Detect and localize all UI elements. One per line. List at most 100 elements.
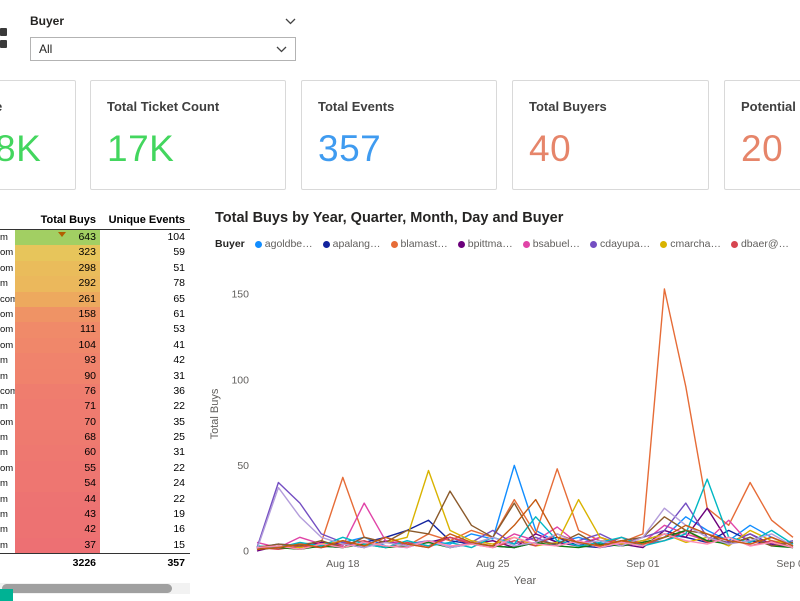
svg-text:Sep 08: Sep 08 [776, 558, 800, 570]
buyer-name-fragment: m [0, 232, 8, 243]
unique-events-cell: 61 [173, 307, 185, 320]
legend-dot-icon [590, 240, 597, 248]
kpi-value: 357 [318, 128, 382, 169]
table-row[interactable]: m 44 22 [0, 491, 190, 508]
total-buys-column-header[interactable]: Total Buys [40, 214, 96, 226]
legend-dot-icon [254, 240, 262, 248]
legend-item[interactable]: blamast… [390, 238, 448, 250]
sort-descending-icon [58, 232, 66, 237]
total-buys-cell: 158 [15, 306, 100, 323]
svg-text:Year: Year [514, 575, 537, 587]
kpi-card-total-buyers: Total Buyers 40 [512, 80, 709, 190]
table-row[interactable]: m 42 16 [0, 522, 190, 538]
buyer-name-fragment: om [0, 462, 14, 474]
kpi-title: Total Events [318, 99, 395, 114]
legend-item[interactable]: cmarcha… [660, 238, 721, 250]
total-buys-cell: 55 [15, 460, 100, 477]
chart-title: Total Buys by Year, Quarter, Month, Day … [215, 210, 564, 226]
table-row[interactable]: m 43 19 [0, 507, 190, 523]
total-buys-cell: 104 [15, 337, 100, 354]
svg-text:Aug 25: Aug 25 [476, 558, 509, 570]
buyer-dropdown-value: All [39, 42, 53, 56]
kpi-value: 8K [0, 128, 42, 169]
total-buys-cell: 54 [15, 476, 100, 492]
buyer-dropdown[interactable]: All [30, 37, 296, 61]
kpi-card-potential: Potential 20 [724, 80, 800, 190]
total-buys-cell: 42 [15, 522, 100, 538]
table-row[interactable]: m 54 24 [0, 476, 190, 492]
table-row[interactable]: m 90 31 [0, 368, 190, 384]
line-chart: 0 50 100 150 Aug 18 Aug 25 Sep 01 Sep 08 Year Tot… [209, 288, 800, 587]
buyer-slicer-header: Buyer [30, 14, 296, 28]
table-row[interactable]: com 261 65 [0, 291, 190, 307]
kpi-title: Total Ticket Count [107, 99, 220, 114]
legend-item[interactable]: bsabuel… [522, 238, 580, 250]
table-row[interactable]: m 71 22 [0, 399, 190, 415]
unique-events-cell: 41 [173, 338, 185, 351]
unique-events-cell: 65 [173, 292, 185, 305]
buyer-name-fragment: om [0, 262, 14, 274]
buyer-name-fragment: m [0, 478, 8, 490]
buyer-name-fragment: com [0, 385, 15, 397]
horizontal-scrollbar-thumb[interactable] [2, 584, 172, 593]
legend-dot-icon [322, 240, 330, 248]
total-buys-cell: 93 [15, 353, 100, 369]
unique-events-cell: 19 [173, 508, 185, 521]
chevron-down-icon[interactable] [276, 46, 287, 53]
legend-dot-icon [730, 240, 738, 248]
table-row[interactable]: om 70 35 [0, 414, 190, 431]
table-row[interactable]: m 93 42 [0, 353, 190, 369]
buyer-name-fragment: om [0, 308, 14, 320]
legend-item[interactable]: agoldbe… [254, 238, 313, 250]
buyer-name-fragment: com [0, 293, 15, 305]
table-row[interactable]: om 111 53 [0, 322, 190, 338]
kpi-title: Potential [741, 99, 796, 114]
table-row[interactable]: m 60 31 [0, 445, 190, 461]
table-row[interactable]: om 158 61 [0, 306, 190, 323]
buyer-name-fragment: om [0, 324, 14, 336]
table-row[interactable]: com 76 36 [0, 383, 190, 400]
unique-events-cell: 31 [173, 369, 185, 382]
table-row[interactable]: om 298 51 [0, 260, 190, 277]
total-buys-cell: 298 [15, 260, 100, 277]
buyer-name-fragment: m [0, 432, 8, 444]
legend-item[interactable]: dbaer@… [730, 238, 789, 250]
unique-events-cell: 51 [173, 261, 185, 274]
unique-events-cell: 22 [173, 400, 185, 413]
svg-text:100: 100 [231, 374, 249, 386]
kpi-value: 20 [741, 128, 784, 169]
unique-events-cell: 24 [173, 477, 185, 490]
table-header-row: Total Buys Unique Events [0, 205, 190, 230]
kpi-card-total-events: Total Events 357 [301, 80, 497, 190]
chevron-down-icon[interactable] [285, 18, 296, 25]
unique-events-cell: 22 [173, 461, 185, 474]
total-buys-cell: 261 [15, 291, 100, 307]
buyer-slicer: Buyer All [30, 14, 296, 61]
legend-item[interactable]: apalang… [322, 238, 381, 250]
table-row[interactable]: m 292 78 [0, 276, 190, 292]
total-buys-cell: 60 [15, 445, 100, 461]
legend-item[interactable]: bpittma… [457, 238, 513, 250]
table-row[interactable]: m 643 104 [0, 230, 190, 246]
buyer-name-fragment: om [0, 339, 14, 351]
unique-events-cell: 42 [173, 354, 185, 367]
table-row[interactable]: om 323 59 [0, 245, 190, 261]
total-buys-cell: 643 [15, 230, 100, 246]
legend-item[interactable]: cdayupa… [590, 238, 650, 250]
total-buys-cell: 37 [15, 537, 100, 554]
total-buys-cell: 90 [15, 368, 100, 384]
svg-text:Aug 18: Aug 18 [326, 558, 359, 570]
table-row[interactable]: m 68 25 [0, 430, 190, 446]
table-row[interactable]: m 37 15 [0, 537, 190, 554]
buyer-name-fragment: m [0, 509, 8, 521]
kpi-card-total-ticket-count: Total Ticket Count 17K [90, 80, 286, 190]
unique-events-cell: 36 [173, 384, 185, 397]
legend-title: Buyer [215, 238, 245, 250]
table-row[interactable]: om 55 22 [0, 460, 190, 477]
kpi-card-clipped: e 8K [0, 80, 76, 190]
table-row[interactable]: om 104 41 [0, 337, 190, 354]
kpi-title: e [0, 99, 61, 114]
unique-events-column-header[interactable]: Unique Events [108, 214, 185, 226]
clipped-icon [0, 28, 8, 50]
